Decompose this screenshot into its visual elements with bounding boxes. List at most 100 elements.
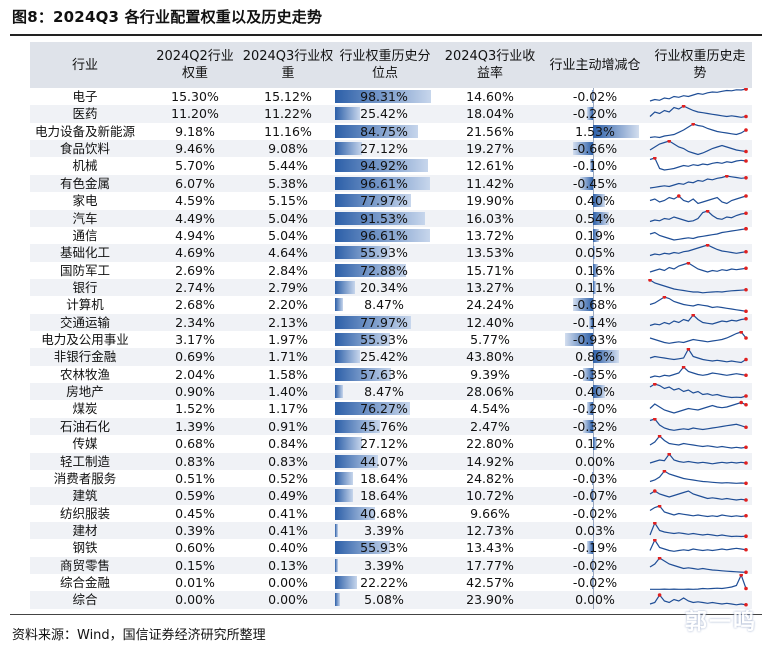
q2-weight: 6.07%	[175, 175, 215, 191]
percentile-bar-track	[335, 506, 433, 520]
percentile-bar	[335, 454, 379, 468]
industry-name: 国防军工	[59, 262, 110, 278]
percentile-value: 77.97%	[360, 314, 408, 330]
sparkline-marker	[744, 394, 748, 398]
percentile-bar-track	[335, 107, 433, 121]
percentile-value: 27.12%	[360, 436, 408, 452]
percentile-value: 3.39%	[364, 557, 404, 573]
percentile-value: 20.34%	[360, 279, 408, 295]
active-change-bar	[592, 506, 593, 520]
industry-name: 农林牧渔	[59, 366, 110, 382]
q2-weight: 0.83%	[175, 453, 215, 469]
active-change-axis	[593, 331, 594, 349]
active-change-axis	[593, 157, 594, 175]
percentile-bar	[335, 280, 355, 294]
weight-trend-sparkline	[649, 401, 748, 415]
percentile-value: 8.47%	[364, 297, 404, 313]
sparkline-marker	[653, 489, 657, 494]
active-change-value: -0.02%	[572, 505, 618, 521]
bottom-rule	[10, 614, 762, 615]
active-change-axis	[593, 88, 594, 106]
q2-weight: 2.69%	[175, 262, 215, 278]
q3-weight: 2.79%	[268, 279, 308, 295]
q3-weight: 1.97%	[268, 332, 308, 348]
header-percentile: 行业权重历史分位点	[339, 49, 431, 81]
sparkline-marker	[744, 498, 748, 503]
weight-trend-sparkline	[649, 244, 748, 257]
q2-weight: 5.70%	[175, 158, 215, 174]
sparkline-marker	[744, 250, 748, 254]
percentile-bar	[335, 437, 362, 451]
sparkline-path	[649, 228, 747, 241]
active-change-axis	[593, 574, 594, 592]
table-row: 钢铁 0.60% 0.40% 55.93% 13.43% -0.19%	[30, 539, 752, 557]
sparkline-path	[649, 296, 747, 313]
weight-trend-sparkline	[649, 435, 748, 450]
percentile-value: 45.76%	[360, 418, 408, 434]
percentile-bar	[335, 367, 392, 381]
sparkline-path	[649, 279, 747, 294]
percentile-value: 5.08%	[364, 592, 404, 608]
q3-return: 4.54%	[470, 401, 510, 417]
active-change-value: -0.32%	[572, 418, 618, 434]
sparkline-marker	[744, 586, 748, 591]
sparkline-path	[649, 418, 747, 431]
sparkline-marker	[744, 316, 748, 321]
q3-return: 14.92%	[466, 453, 514, 469]
table-row: 医药 11.20% 11.22% 25.42% 18.04% -0.20%	[30, 105, 752, 123]
sparkline-marker	[744, 226, 748, 231]
percentile-value: 72.88%	[360, 262, 408, 278]
table-row: 石油石化 1.39% 0.91% 45.76% 2.47% -0.32%	[30, 417, 752, 436]
active-change-value: -0.07%	[572, 488, 618, 504]
active-change-axis	[593, 296, 594, 314]
q3-weight: 0.83%	[268, 453, 308, 469]
table-row: 商贸零售 0.15% 0.13% 3.39% 17.77% -0.02%	[30, 556, 752, 575]
top-rule	[10, 34, 762, 36]
sparkline-marker	[744, 403, 748, 408]
q3-return: 16.03%	[466, 210, 514, 226]
sparkline-path	[649, 157, 747, 172]
active-change-bar	[593, 263, 598, 277]
sparkline-path	[649, 331, 747, 344]
sparkline-marker	[744, 149, 748, 154]
percentile-bar	[335, 558, 339, 572]
q3-return: 14.60%	[466, 89, 514, 104]
weight-trend-sparkline	[649, 556, 748, 574]
table-row: 消费者服务 0.51% 0.52% 18.64% 24.82% -0.03%	[30, 469, 752, 488]
q3-return: 13.53%	[466, 245, 514, 261]
q3-weight: 1.17%	[268, 401, 308, 417]
active-change-bar	[587, 541, 593, 555]
percentile-bar-track	[335, 263, 433, 277]
active-change-value: 0.54%	[575, 210, 615, 226]
sparkline-marker	[744, 358, 748, 362]
industry-name: 机械	[72, 158, 98, 174]
industry-name: 商贸零售	[59, 557, 110, 573]
industry-name: 银行	[72, 279, 98, 295]
table-row: 电子 15.30% 15.12% 98.31% 14.60% -0.02%	[30, 88, 752, 106]
q3-weight: 5.04%	[268, 210, 308, 226]
sparkline-path	[649, 175, 747, 189]
weight-trend-sparkline	[649, 296, 748, 314]
q3-return: 19.27%	[466, 141, 514, 157]
sparkline-path	[649, 504, 747, 517]
q3-weight: 11.16%	[264, 123, 312, 139]
sparkline-marker	[744, 159, 748, 164]
weight-trend-sparkline	[649, 521, 748, 538]
sparkline-marker	[744, 513, 748, 518]
sparkline-marker	[744, 548, 748, 552]
sparkline-marker	[744, 336, 748, 340]
weight-trend-sparkline	[649, 417, 748, 431]
table-row: 国防军工 2.69% 2.84% 72.88% 15.71% 0.16%	[30, 261, 752, 279]
weight-trend-sparkline	[649, 489, 748, 503]
table-row: 房地产 0.90% 1.40% 8.47% 28.06% 0.40%	[30, 383, 752, 401]
active-change-bar	[579, 176, 593, 190]
percentile-value: 76.27%	[360, 401, 408, 417]
weight-trend-sparkline	[649, 140, 748, 156]
q3-return: 13.43%	[466, 540, 514, 556]
percentile-value: 40.68%	[360, 505, 408, 521]
sparkline-path	[649, 383, 747, 399]
q3-return: 17.77%	[466, 557, 514, 573]
table-body: 电子 15.30% 15.12% 98.31% 14.60% -0.02% 医药 11.20%…	[30, 88, 752, 609]
q3-return: 24.24%	[466, 297, 514, 313]
active-change-axis	[593, 365, 594, 384]
